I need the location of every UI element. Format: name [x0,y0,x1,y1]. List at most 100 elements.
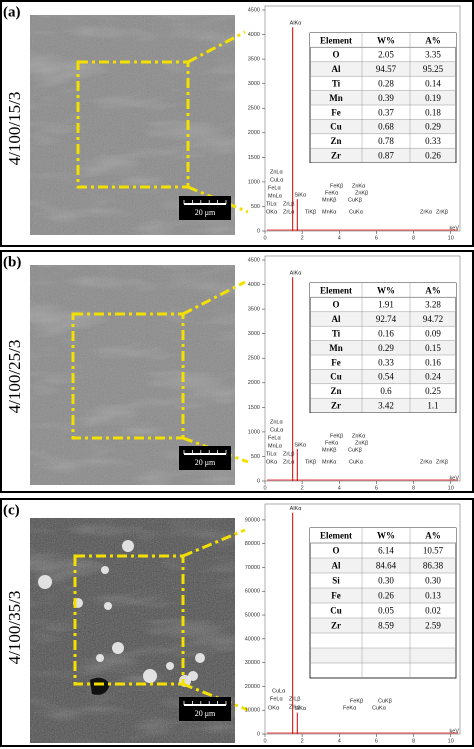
table-cell: Al [332,314,341,324]
peak-label: FeLα [268,435,281,441]
y-tick-label: 30000 [245,660,260,666]
y-tick-label: 4500 [248,257,260,263]
table-cell: Cu [330,372,342,382]
peak-label: FeKα [325,190,339,196]
peak-label: CuLα [270,177,284,183]
peak-label: FeKβ [330,183,343,189]
particle [166,662,174,670]
peak-label: MnKα [322,209,337,215]
peak-label: FeLα [268,185,281,191]
y-tick-label: 50000 [245,613,260,619]
table-cell: 3.28 [425,300,441,310]
particle [188,671,198,681]
y-tick-label: 1500 [248,155,260,161]
particle [104,602,112,610]
pit [90,677,110,695]
peak-label: AlKα [290,506,303,512]
table-cell: 3.35 [425,50,441,60]
zoom-line [182,528,246,558]
y-tick-label: 3500 [248,307,260,313]
x-tick-label: 8 [412,738,415,744]
table-cell: 0.26 [378,591,394,601]
peak-label: MnKβ [322,447,336,453]
zoom-line [182,280,246,316]
peak-label: CuKβ [348,197,362,203]
x-tick-label: 4 [338,485,341,491]
peak-label: FeKα [343,705,357,711]
sample-code: 4/100/35/3 [5,591,24,665]
y-tick-label: 2500 [248,356,260,362]
peak-label: CuKα [349,459,364,465]
table-cell: 0.29 [425,122,441,132]
peak-label: MnLα [268,443,283,449]
table-cell: Cu [330,606,342,616]
peak-label: AlKα [290,21,303,27]
peak-label: ZnKβ [355,440,368,446]
y-tick-label: 10000 [245,708,260,714]
peak-label: FeKβ [350,698,363,704]
row-shade [310,119,456,134]
table-cell: 3.42 [378,400,394,410]
table-cell: Ti [332,78,341,88]
peak-label: ZrKα [420,459,433,465]
x-tick-label: 2 [301,485,304,491]
peak-label: ZnKα [352,183,366,189]
peak-label: OKα [266,209,278,215]
table-cell: Fe [331,357,341,367]
y-tick-label: 2500 [248,106,260,112]
table-cell: 94.57 [376,64,397,74]
peak-label: ZrLβ [289,696,300,702]
particle [101,566,109,574]
y-tick-label: 4000 [248,282,260,288]
x-tick-label: 0 [263,738,266,744]
sample-code: 4/100/15/3 [5,92,24,166]
table-cell: 0.37 [378,107,394,117]
zoom-box [71,312,185,440]
table-header: W% [377,285,395,295]
table-cell: Fe [331,107,341,117]
peak-label: MnKβ [322,197,336,203]
table-cell: Mn [329,343,343,353]
y-tick-label: 3000 [248,81,260,87]
x-tick-label: 6 [375,235,378,241]
y-tick-label: 1000 [248,179,260,185]
y-tick-label: 60000 [245,589,260,595]
table-cell: Mn [329,93,343,103]
y-tick-label: 0 [257,228,260,234]
table-cell: Zr [331,150,341,160]
peak-label: MnKα [322,459,337,465]
peak-label: FeKβ [330,433,343,439]
particle [143,669,157,683]
table-cell: 0.14 [425,78,441,88]
table-cell: 0.25 [425,386,441,396]
peak-label: ZrLα [283,459,295,465]
y-tick-label: 70000 [245,565,260,571]
y-tick-label: 1500 [248,405,260,411]
peak-label: FeKα [325,440,339,446]
y-tick-label: 3000 [248,331,260,337]
x-tick-label: 10 [448,738,454,744]
peak-label: TiKβ [305,459,316,465]
peak-label: CuKβ [348,447,362,453]
table-cell: 10.57 [423,546,444,556]
peak-label: SiKα [294,443,307,449]
peak-label: CuKα [349,209,364,215]
table-cell: 84.64 [376,561,397,571]
table-cell: Fe [331,591,341,601]
peak-label: ZrKα [420,209,433,215]
table-cell: 8.59 [378,621,394,631]
panel-border [0,0,474,247]
y-tick-label: 1000 [248,429,260,435]
peak-label: ZrKβ [436,209,448,215]
table-header: Element [320,35,352,45]
table-header: W% [377,531,395,541]
table-cell: Ti [332,328,341,338]
table-cell: Si [332,576,340,586]
peak-label: OKα [268,705,280,711]
zoom-box [76,60,190,189]
y-tick-label: 20000 [245,684,260,690]
panel: (a) 4/100/15/3 20 μm 0 500 1000 1500 2000 2500 30… [0,0,474,247]
x-tick-label: 4 [338,738,341,744]
peak-label: ZnLα [270,419,283,425]
